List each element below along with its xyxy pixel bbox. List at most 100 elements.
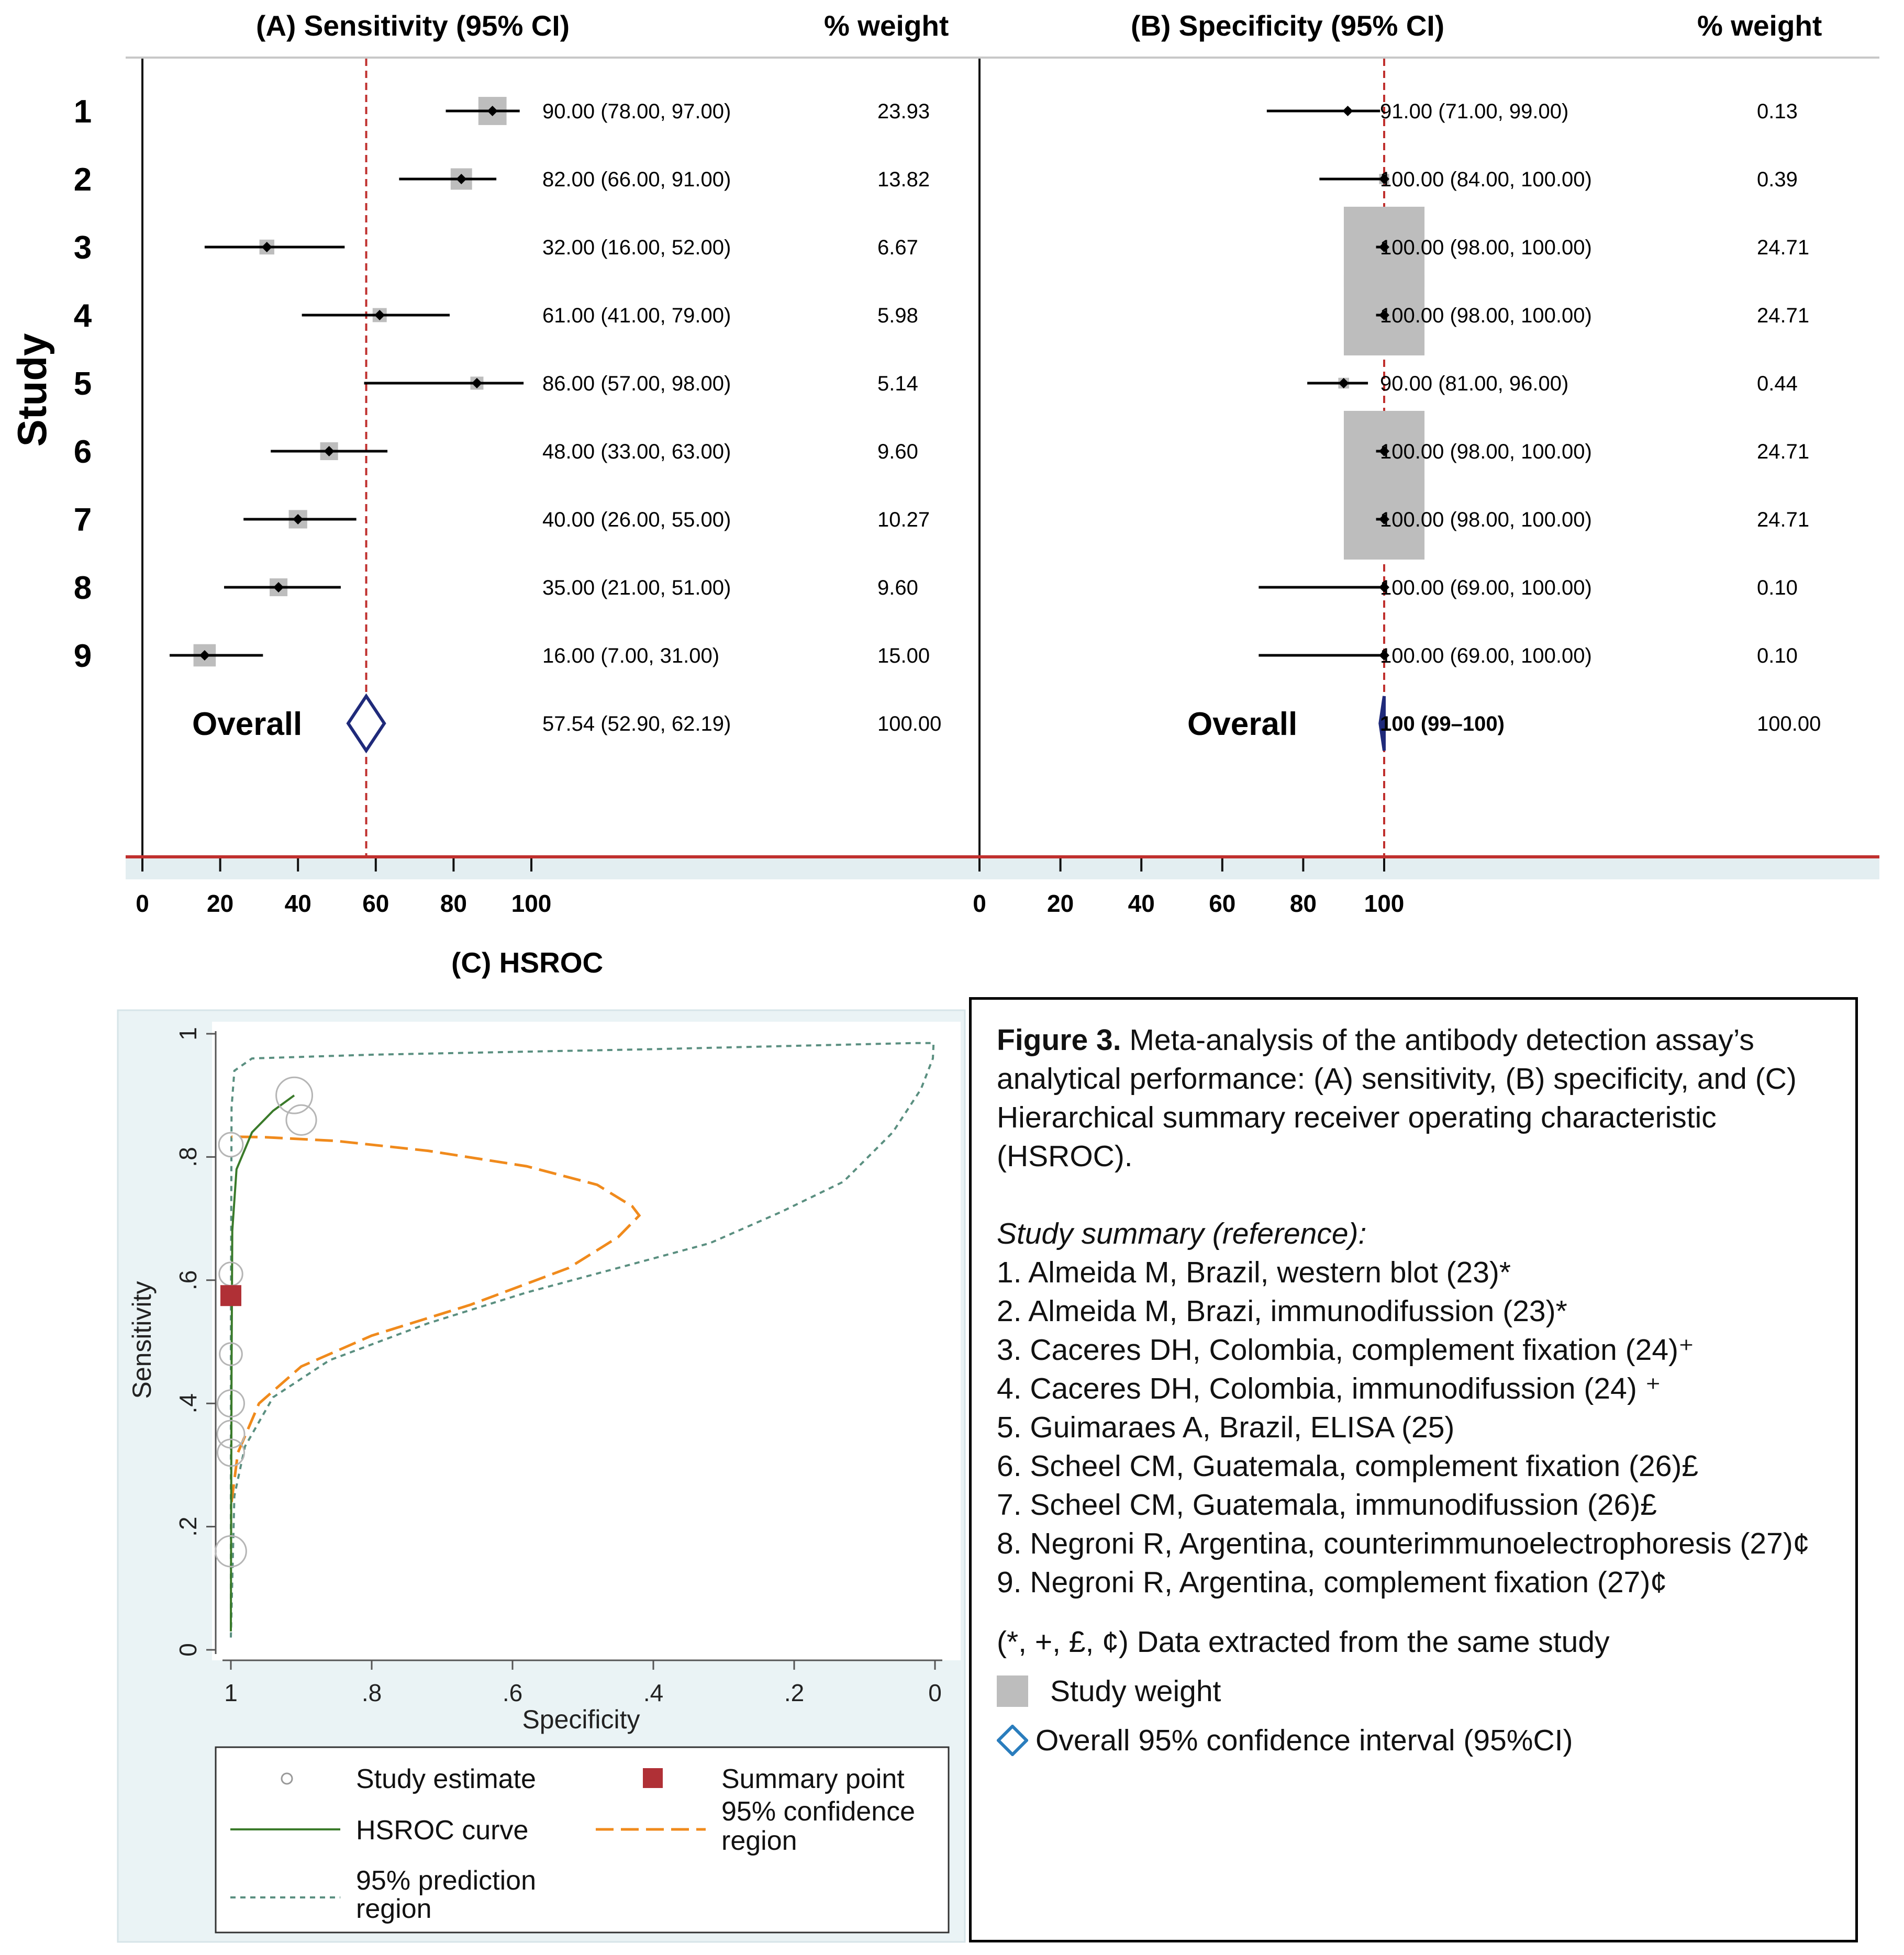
study-point-estimate [324,446,335,456]
hsroc-x-tick-label: .2 [784,1679,804,1706]
hsroc-x-tick-label: .8 [362,1679,382,1706]
study-point-estimate [273,582,284,593]
panel-a-forest-plot: 1 90.00 (78.00, 97.00) 23.93 2 82.00 (66.00,… [74,59,941,857]
caption-footnote: (*, +, £, ¢) Data extracted from the sam… [997,1625,1610,1659]
forest-tick-label: 0 [973,890,986,917]
study-estimate-label: 100.00 (84.00, 100.00) [1380,168,1592,191]
forest-tick-label: 60 [362,890,389,917]
study-estimate-label: 86.00 (57.00, 98.00) [542,372,731,395]
study-number: 7 [74,502,92,538]
hsroc-plot-group [215,1042,935,1638]
study-number: 9 [74,638,92,674]
study-number: 3 [74,230,92,266]
caption-reference-item: 7. Scheel CM, Guatemala, immunodifussion… [997,1488,1657,1522]
diamond-icon [997,1725,1028,1756]
study-estimate-label: 48.00 (33.00, 63.00) [542,440,731,463]
caption-reference-item: 9. Negroni R, Argentina, complement fixa… [997,1566,1667,1599]
hsroc-y-axis-label: Sensitivity [127,1281,157,1399]
study-estimate-point [218,1132,244,1158]
hsroc-legend-box [215,1746,950,1934]
hsroc-y-tick-label: .8 [174,1147,202,1167]
overall-estimate-label: 100 (99–100) [1380,712,1505,735]
study-point-estimate [261,242,272,252]
panel-b-forest-plot: 91.00 (71.00, 99.00) 0.13 100.00 (84.00, 1… [978,59,1821,857]
study-weight-value: 0.10 [1757,644,1798,667]
forest-tick-label: 100 [1364,890,1405,917]
figure-caption-box: Figure 3. Meta-analysis of the antibody … [969,997,1858,1942]
study-number: 1 [74,94,92,130]
panel-b-weight-header: % weight [1697,9,1822,42]
overall-diamond [1378,696,1386,751]
study-weight-value: 24.71 [1757,236,1809,259]
caption-reference-item: 8. Negroni R, Argentina, counterimmunoel… [997,1527,1810,1560]
caption-reference-heading: Study summary (reference): [997,1217,1367,1250]
hsroc-y-tick-label: 0 [174,1643,202,1657]
overall-label: Overall [192,706,302,742]
caption-reference-item: 3. Caceres DH, Colombia, complement fixa… [997,1333,1695,1367]
study-estimate-label: 100.00 (98.00, 100.00) [1380,236,1592,259]
study-weight-value: 6.67 [877,236,918,259]
study-point-estimate [1379,310,1389,320]
study-point-estimate [1379,242,1389,252]
study-point-estimate [1338,378,1349,388]
study-weight-value: 5.14 [877,372,918,395]
study-weight-value: 23.93 [877,100,930,123]
caption-reference-item: 2. Almeida M, Brazi, immunodifussion (23… [997,1294,1567,1328]
study-estimate-label: 82.00 (66.00, 91.00) [542,168,731,191]
study-weight-value: 10.27 [877,508,930,531]
study-estimate-label: 90.00 (81.00, 96.00) [1380,372,1568,395]
study-weight-value: 0.13 [1757,100,1798,123]
study-point-estimate [1379,514,1389,524]
summary-point [220,1285,241,1306]
study-number: 5 [74,366,92,402]
study-point-estimate [1342,106,1353,116]
study-number: 8 [74,570,92,606]
caption-reference-item: 1. Almeida M, Brazil, western blot (23)* [997,1256,1511,1289]
study-weight-value: 5.98 [877,304,918,327]
hsroc-x-tick-label: .6 [503,1679,522,1706]
study-estimate-point [217,1438,245,1467]
study-estimate-label: 90.00 (78.00, 97.00) [542,100,731,123]
forest-tick-group: 0 20 40 60 80 100 0 20 40 60 80 100 [136,858,1404,917]
caption-figure-label: Figure 3. [997,1023,1121,1057]
study-estimate-label: 61.00 (41.00, 79.00) [542,304,731,327]
study-point-estimate [374,310,385,320]
caption-paragraph: Figure 3. Meta-analysis of the antibody … [997,1021,1830,1176]
forest-tick-label: 20 [1047,890,1074,917]
caption-reference-item: 4. Caceres DH, Colombia, immunodifussion… [997,1372,1661,1405]
study-point-estimate [1379,582,1389,593]
study-axis-label: Study [9,333,55,447]
forest-tick-label: 100 [511,890,552,917]
caption-reference-list: 1. Almeida M, Brazil, western blot (23)*… [997,1253,1830,1602]
overall-diamond [346,693,386,754]
forest-tick-label: 40 [285,890,311,917]
study-estimate-label: 100.00 (98.00, 100.00) [1380,508,1592,531]
legend-prediction-label-line1: 95% prediction [356,1865,536,1896]
study-weight-value: 9.60 [877,576,918,599]
study-point-estimate [199,650,210,661]
overall-weight-value: 100.00 [877,712,941,735]
caption-reference-item: 5. Guimaraes A, Brazil, ELISA (25) [997,1411,1455,1444]
legend-study-estimate-marker [281,1772,293,1785]
caption-text: Meta-analysis of the antibody detection … [997,1023,1797,1173]
caption-reference-item: 6. Scheel CM, Guatemala, complement fixa… [997,1449,1699,1483]
forest-axis-band [126,856,1879,879]
study-point-estimate [1379,446,1389,456]
study-point-estimate [1379,650,1389,661]
hsroc-y-tick-label: .4 [174,1393,202,1413]
study-estimate-label: 100.00 (98.00, 100.00) [1380,440,1592,463]
overall-weight-value: 100.00 [1757,712,1821,735]
study-estimate-point [217,1389,245,1418]
hsroc-x-axis-label: Specificity [522,1705,640,1734]
legend-summary-point-marker [643,1768,663,1788]
legend-prediction-label-line2: region [356,1894,432,1924]
hsroc-x-tick-label: 1 [224,1679,238,1706]
study-number: 4 [74,298,92,334]
study-point-estimate [487,106,498,116]
hsroc-plot-area [212,1022,961,1660]
study-point-estimate [456,174,467,184]
study-weight-value: 0.39 [1757,168,1798,191]
study-estimate-point [219,1342,243,1366]
study-estimate-point [216,1420,246,1449]
